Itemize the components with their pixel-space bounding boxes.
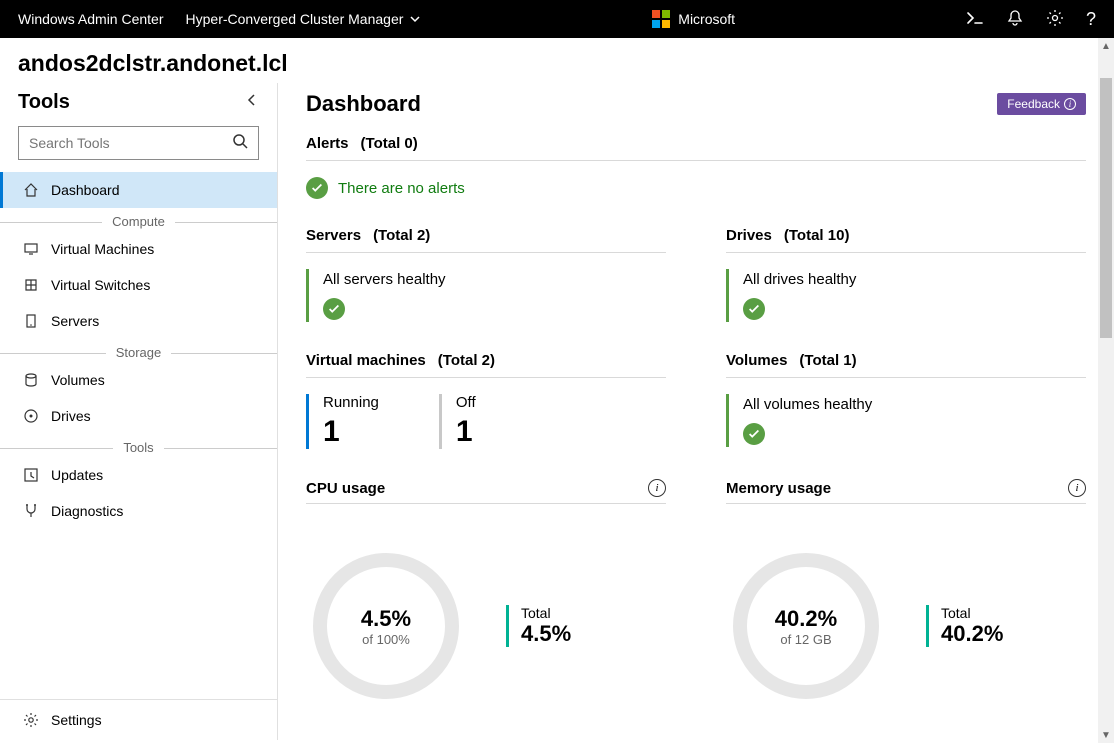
search-icon[interactable] [232,133,248,154]
check-circle-icon [743,423,765,445]
microsoft-label: Microsoft [678,11,735,27]
sidebar-item-label: Dashboard [51,182,120,198]
drives-panel: Drives(Total 10) All drives healthy [726,227,1086,322]
home-icon [23,182,39,198]
updates-icon [23,467,39,483]
vertical-scrollbar[interactable]: ▲ ▼ [1098,38,1114,743]
top-bar: Windows Admin Center Hyper-Converged Clu… [0,0,1114,38]
drives-status-text: All drives healthy [743,271,1086,288]
sidebar: Tools Dashboard Compute Virtual Machines… [0,83,278,740]
feedback-label: Feedback [1007,97,1060,111]
cpu-panel: CPU usage i 4.5% of 100% Total 4.5% [306,479,666,706]
info-icon[interactable]: i [1068,479,1086,497]
alerts-heading: Alerts(Total 0) [306,135,1086,152]
vms-panel: Virtual machines(Total 2) Running 1 Off … [306,352,666,449]
section-compute: Compute [0,214,277,229]
diagnostics-icon [23,503,39,519]
memory-panel: Memory usage i 40.2% of 12 GB Total 40. [726,479,1086,706]
volumes-panel: Volumes(Total 1) All volumes healthy [726,352,1086,449]
gear-icon [23,712,39,728]
server-icon [23,313,39,329]
section-storage: Storage [0,345,277,360]
check-circle-icon [743,298,765,320]
info-icon[interactable]: i [648,479,666,497]
topbar-actions: ? [966,9,1096,30]
sidebar-item-servers[interactable]: Servers [0,303,277,339]
sidebar-item-drives[interactable]: Drives [0,398,277,434]
search-input[interactable] [29,135,232,151]
check-circle-icon [323,298,345,320]
sidebar-item-label: Drives [51,408,91,424]
main-content: Dashboard Feedback i Alerts(Total 0) The… [278,83,1114,740]
alerts-message: There are no alerts [338,180,465,197]
vm-icon [23,241,39,257]
scroll-up-icon[interactable]: ▲ [1098,38,1114,54]
divider [306,160,1086,161]
sidebar-item-label: Diagnostics [51,503,123,519]
cpu-total: Total 4.5% [506,605,571,647]
sidebar-item-label: Servers [51,313,99,329]
console-icon[interactable] [966,9,984,30]
sidebar-item-vswitches[interactable]: Virtual Switches [0,267,277,303]
scroll-down-icon[interactable]: ▼ [1098,727,1114,743]
collapse-sidebar-icon[interactable] [245,93,259,112]
topbar-center: Microsoft [421,10,966,28]
cpu-donut-chart: 4.5% of 100% [306,546,466,706]
vm-running-block: Running 1 [306,394,379,449]
page-title: Dashboard [306,91,421,117]
servers-status-text: All servers healthy [323,271,666,288]
sidebar-item-label: Settings [51,712,102,728]
context-switcher[interactable]: Hyper-Converged Cluster Manager [186,11,422,27]
sidebar-item-label: Virtual Switches [51,277,150,293]
brand-label[interactable]: Windows Admin Center [18,11,164,27]
vm-off-block: Off 1 [439,394,476,449]
scrollbar-thumb[interactable] [1100,78,1112,338]
sidebar-item-label: Virtual Machines [51,241,154,257]
drive-icon [23,408,39,424]
sidebar-item-dashboard[interactable]: Dashboard [0,172,277,208]
alerts-status: There are no alerts [306,177,1086,199]
microsoft-logo-icon [652,10,670,28]
volumes-status-text: All volumes healthy [743,396,1086,413]
sidebar-item-updates[interactable]: Updates [0,457,277,493]
sidebar-item-label: Volumes [51,372,105,388]
volume-icon [23,372,39,388]
cluster-name: andos2dclstr.andonet.lcl [0,38,1114,83]
memory-total: Total 40.2% [926,605,1003,647]
sidebar-nav: Dashboard Compute Virtual Machines Virtu… [0,172,277,699]
switch-icon [23,277,39,293]
feedback-info-icon: i [1064,98,1076,110]
gear-icon[interactable] [1046,9,1064,30]
sidebar-item-label: Updates [51,467,103,483]
tools-search[interactable] [18,126,259,160]
feedback-button[interactable]: Feedback i [997,93,1086,115]
sidebar-item-diagnostics[interactable]: Diagnostics [0,493,277,529]
chevron-down-icon [409,13,421,25]
sidebar-item-volumes[interactable]: Volumes [0,362,277,398]
servers-panel: Servers(Total 2) All servers healthy [306,227,666,322]
memory-donut-chart: 40.2% of 12 GB [726,546,886,706]
tools-heading: Tools [18,91,70,114]
section-tools: Tools [0,440,277,455]
sidebar-item-settings[interactable]: Settings [0,700,277,740]
sidebar-item-vms[interactable]: Virtual Machines [0,231,277,267]
context-label: Hyper-Converged Cluster Manager [186,11,404,27]
check-circle-icon [306,177,328,199]
notifications-icon[interactable] [1006,9,1024,30]
help-icon[interactable]: ? [1086,9,1096,30]
